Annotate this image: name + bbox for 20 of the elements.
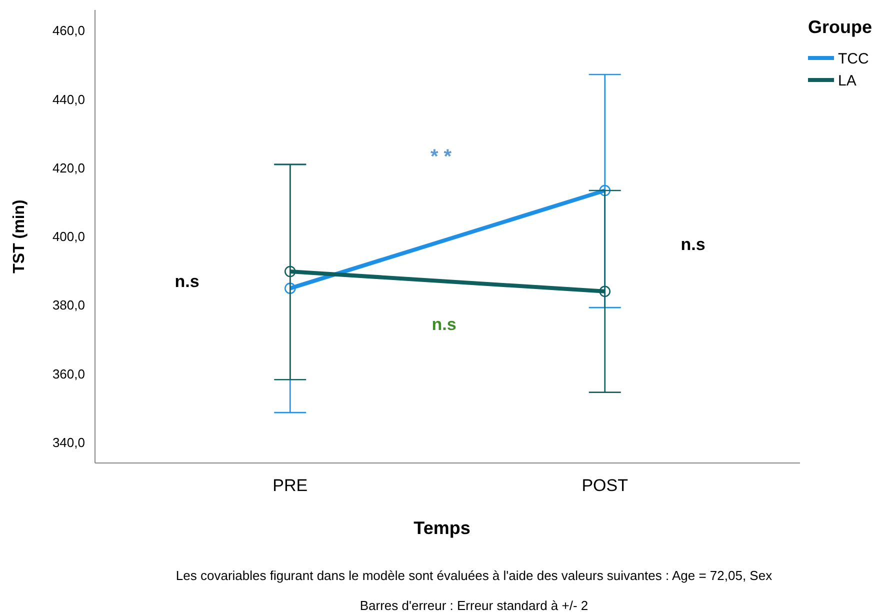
y-tick-label: 380,0 (52, 298, 85, 313)
y-tick-label: 340,0 (52, 434, 85, 450)
annotation: * * (430, 146, 452, 168)
legend-label: TCC (838, 50, 869, 68)
annotation: n.s (432, 315, 456, 334)
y-tick-label: 360,0 (52, 366, 85, 382)
x-tick-label: PRE (272, 476, 308, 495)
y-axis-title: TST (min) (11, 200, 28, 274)
annotation: n.s (174, 272, 200, 291)
y-tick-label: 460,0 (52, 23, 85, 38)
y-tick-label: 420,0 (52, 160, 85, 176)
annotation: n.s (680, 235, 706, 254)
legend-title: Groupe (808, 17, 872, 37)
y-tick-label: 400,0 (52, 229, 85, 244)
legend-label: LA (838, 72, 856, 90)
x-tick-label: POST (582, 476, 628, 495)
text: Les covariables figurant dans le modèle sont évaluées à l'aide des valeurs suivantes : Age = 72,05, Sex (176, 568, 773, 583)
text: Barres d'erreur : Erreur standard à +/- 2 (360, 598, 588, 613)
x-axis-title: Temps (414, 518, 470, 538)
y-tick-label: 440,0 (52, 92, 85, 107)
